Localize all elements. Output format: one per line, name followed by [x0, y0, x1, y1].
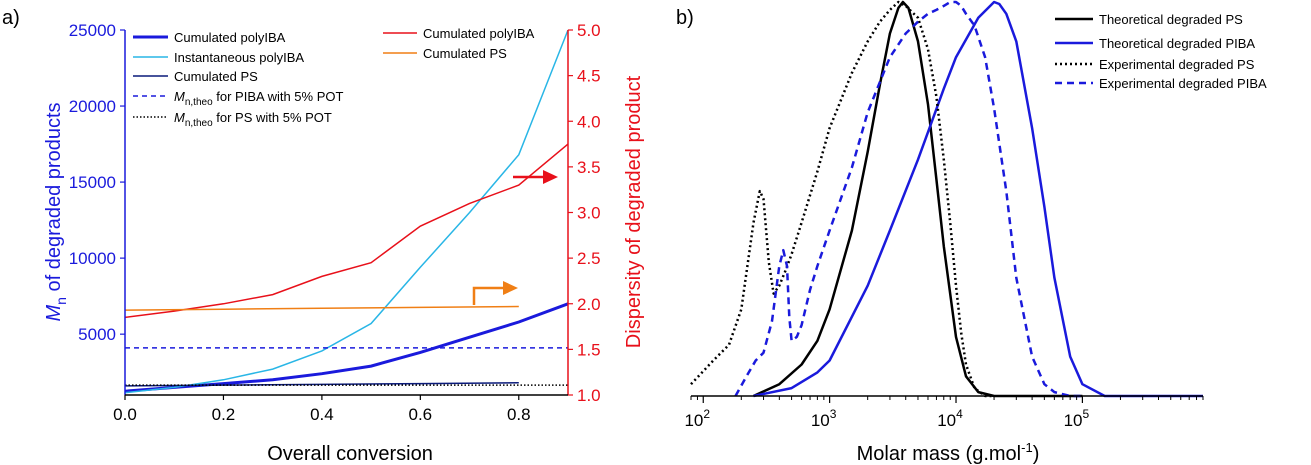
x-tick-label-b: 102 [684, 407, 710, 430]
series-line-b-0 [752, 0, 1083, 398]
panel-a-label: a) [2, 7, 20, 29]
right-axis-label: Dispersity of degraded product [623, 75, 645, 348]
legend-item: Cumulated PS [133, 69, 258, 84]
svg-text:Instantaneous polyIBA: Instantaneous polyIBA [174, 50, 304, 65]
x-tick-label: 0.2 [212, 405, 236, 424]
y-tick-label-right: 4.5 [577, 67, 601, 86]
legend-item: Mn,theo for PS with 5% POT [133, 110, 332, 129]
series-line-b-2 [690, 0, 995, 398]
series-line-right-0 [124, 143, 569, 319]
svg-text:Theoretical degraded PS: Theoretical degraded PS [1099, 12, 1243, 27]
y-tick-label-right: 3.5 [577, 158, 601, 177]
x-axis-label-a: Overall conversion [267, 443, 433, 465]
svg-text:Theoretical degraded PIBA: Theoretical degraded PIBA [1099, 36, 1255, 51]
legend-item: Mn,theo for PIBA with 5% POT [133, 89, 343, 108]
red-arrow-annotation [513, 170, 558, 184]
panel-b-label: b) [676, 7, 694, 29]
x-tick-label: 0.4 [310, 405, 334, 424]
legend-item: Cumulated polyIBA [383, 26, 535, 41]
legend-item: Cumulated PS [383, 46, 507, 61]
legend-item: Experimental degraded PIBA [1055, 76, 1267, 91]
left-axis-label: Mn of degraded products [43, 102, 69, 321]
svg-text:Mn,theo for PIBA with 5% POT: Mn,theo for PIBA with 5% POT [174, 89, 343, 108]
series-line-b-3 [734, 0, 1083, 398]
legend-right: Cumulated polyIBA Cumulated PS [383, 26, 535, 61]
y-tick-label-right: 1.0 [577, 386, 601, 405]
svg-text:Experimental degraded PS: Experimental degraded PS [1099, 57, 1255, 72]
svg-text:Mn,theo for PS with 5% POT: Mn,theo for PS with 5% POT [174, 110, 332, 129]
orange-arrow-annotation [472, 281, 518, 305]
y-tick-label-left: 5000 [78, 325, 116, 344]
legend-item: Experimental degraded PS [1055, 57, 1255, 72]
legend-item: Theoretical degraded PS [1055, 12, 1243, 27]
x-tick-label-b: 104 [937, 407, 963, 430]
series-line-right-1 [124, 305, 519, 311]
series-line-b-1 [753, 0, 1203, 398]
svg-text:Cumulated polyIBA: Cumulated polyIBA [423, 26, 535, 41]
y-tick-label-right: 1.5 [577, 340, 601, 359]
y-tick-label-right: 3.0 [577, 204, 601, 223]
svg-text:Cumulated PS: Cumulated PS [423, 46, 507, 61]
legend-item: Theoretical degraded PIBA [1055, 36, 1255, 51]
svg-text:Cumulated PS: Cumulated PS [174, 69, 258, 84]
svg-text:Cumulated polyIBA: Cumulated polyIBA [174, 30, 286, 45]
y-tick-label-left: 25000 [69, 21, 116, 40]
x-axis-label-b: Molar mass (g.mol-1) [857, 440, 1040, 465]
x-tick-label: 0.6 [409, 405, 433, 424]
y-tick-label-left: 15000 [69, 173, 116, 192]
svg-text:Experimental degraded PIBA: Experimental degraded PIBA [1099, 76, 1267, 91]
legend-item: Instantaneous polyIBA [133, 50, 304, 65]
y-tick-label-left: 20000 [69, 97, 116, 116]
series-line-left-1 [124, 29, 569, 394]
x-tick-label: 0.8 [507, 405, 531, 424]
y-tick-label-left: 10000 [69, 249, 116, 268]
legend-b: Theoretical degraded PS Theoretical degr… [1055, 12, 1267, 91]
y-tick-label-right: 5.0 [577, 21, 601, 40]
y-tick-label-right: 2.0 [577, 295, 601, 314]
x-tick-label-b: 103 [811, 407, 837, 430]
y-tick-label-right: 2.5 [577, 249, 601, 268]
y-tick-label-right: 4.0 [577, 112, 601, 131]
panel-b: b) 102 103 104 105 Molar mass (g.mol-1) The… [676, 0, 1267, 465]
panel-a: a) 0.0 0.2 0.4 0.6 0.8 5000 10000 15000 20000 250… [2, 7, 645, 465]
x-tick-label-b: 105 [1064, 407, 1090, 430]
x-tick-label: 0.0 [113, 405, 137, 424]
legend-item: Cumulated polyIBA [133, 30, 286, 45]
legend-left: Cumulated polyIBA Instantaneous polyIBA … [133, 30, 343, 129]
